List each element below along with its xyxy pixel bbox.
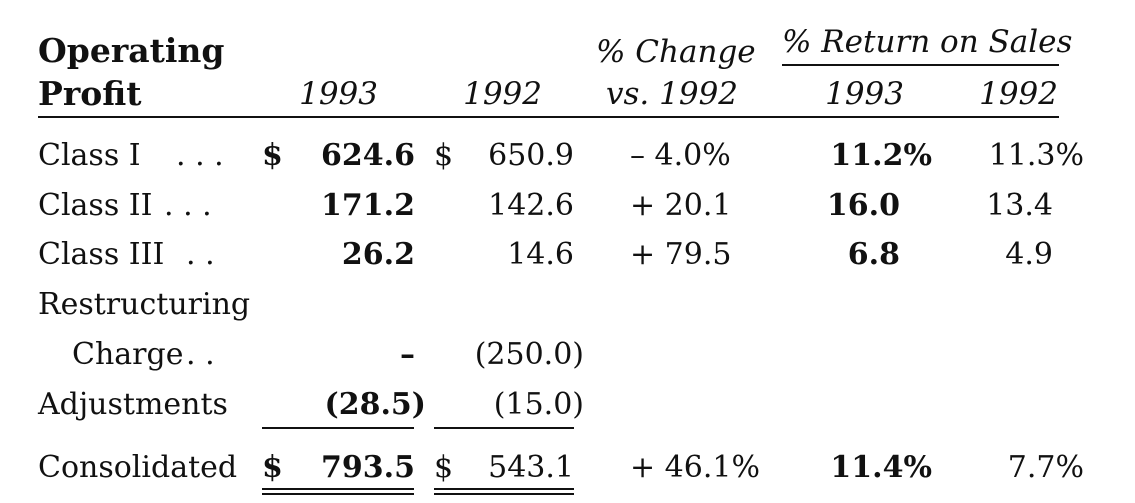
currency-1993: $ bbox=[262, 450, 283, 485]
row-label-class-ii: Class II bbox=[38, 188, 153, 223]
ros-1992: 4.9 bbox=[1005, 237, 1053, 272]
value-1992: 142.6 bbox=[488, 188, 574, 223]
value-1992: (250.0) bbox=[474, 337, 584, 372]
pct-change: + 46.1% bbox=[630, 450, 760, 485]
subtotal-rule-1993 bbox=[262, 427, 414, 429]
value-1993: 624.6 bbox=[321, 138, 415, 173]
row-label-class-i: Class I bbox=[38, 138, 141, 173]
ros-1993: 6.8 bbox=[847, 237, 900, 272]
header-col-1993: 1993 bbox=[299, 76, 378, 112]
ros-1992: 13.4 bbox=[986, 188, 1053, 223]
total-double-rule-1993-bottom bbox=[262, 493, 414, 495]
header-return-on-sales: % Return on Sales bbox=[782, 24, 1073, 60]
value-1993: 171.2 bbox=[321, 188, 415, 223]
header-ros-1993: 1993 bbox=[825, 76, 904, 112]
header-pct-change-line2: vs. 1992 bbox=[606, 76, 739, 112]
leader-dots: . . . bbox=[176, 138, 224, 173]
value-1993: 793.5 bbox=[321, 450, 415, 485]
pct-change: + 20.1 bbox=[630, 188, 732, 223]
header-ros-1992: 1992 bbox=[979, 76, 1058, 112]
value-1992: (15.0) bbox=[493, 387, 584, 422]
header-pct-change-line1: % Change bbox=[596, 34, 756, 70]
row-label-restructuring: Restructuring bbox=[38, 287, 251, 322]
currency-1993: $ bbox=[262, 138, 283, 173]
value-1992: 543.1 bbox=[488, 450, 574, 485]
value-1992: 14.6 bbox=[507, 237, 574, 272]
currency-1992: $ bbox=[434, 138, 454, 173]
row-label-adjustments: Adjustments bbox=[38, 387, 228, 422]
row-label-charge: Charge bbox=[72, 337, 184, 372]
leader-dots: . . bbox=[186, 337, 215, 372]
value-1993: – bbox=[400, 337, 415, 372]
header-col-1992: 1992 bbox=[463, 76, 542, 112]
table-title-line2: Profit bbox=[38, 74, 142, 113]
total-double-rule-1993-top bbox=[262, 488, 414, 490]
total-double-rule-1992-bottom bbox=[434, 493, 574, 495]
leader-dots: . . . bbox=[164, 188, 212, 223]
ros-1992: 11.3% bbox=[988, 138, 1084, 173]
ros-1993: 11.4% bbox=[830, 450, 932, 485]
subtotal-rule-1992 bbox=[434, 427, 574, 429]
pct-change: – 4.0% bbox=[630, 138, 731, 173]
pct-change: + 79.5 bbox=[630, 237, 732, 272]
row-label-consolidated: Consolidated bbox=[38, 450, 238, 485]
header-rule bbox=[38, 116, 1059, 118]
table-title-line1: Operating bbox=[38, 31, 225, 70]
value-1993: (28.5) bbox=[324, 387, 426, 422]
value-1992: 650.9 bbox=[488, 138, 574, 173]
row-label-class-iii: Class III bbox=[38, 237, 165, 272]
total-double-rule-1992-top bbox=[434, 488, 574, 490]
ros-1993: 11.2% bbox=[830, 138, 932, 173]
currency-1992: $ bbox=[434, 450, 454, 485]
ros-1993: 16.0 bbox=[826, 188, 900, 223]
value-1993: 26.2 bbox=[341, 237, 415, 272]
ros-1992: 7.7% bbox=[1007, 450, 1084, 485]
leader-dots: . . bbox=[186, 237, 215, 272]
return-on-sales-underline bbox=[782, 64, 1059, 66]
